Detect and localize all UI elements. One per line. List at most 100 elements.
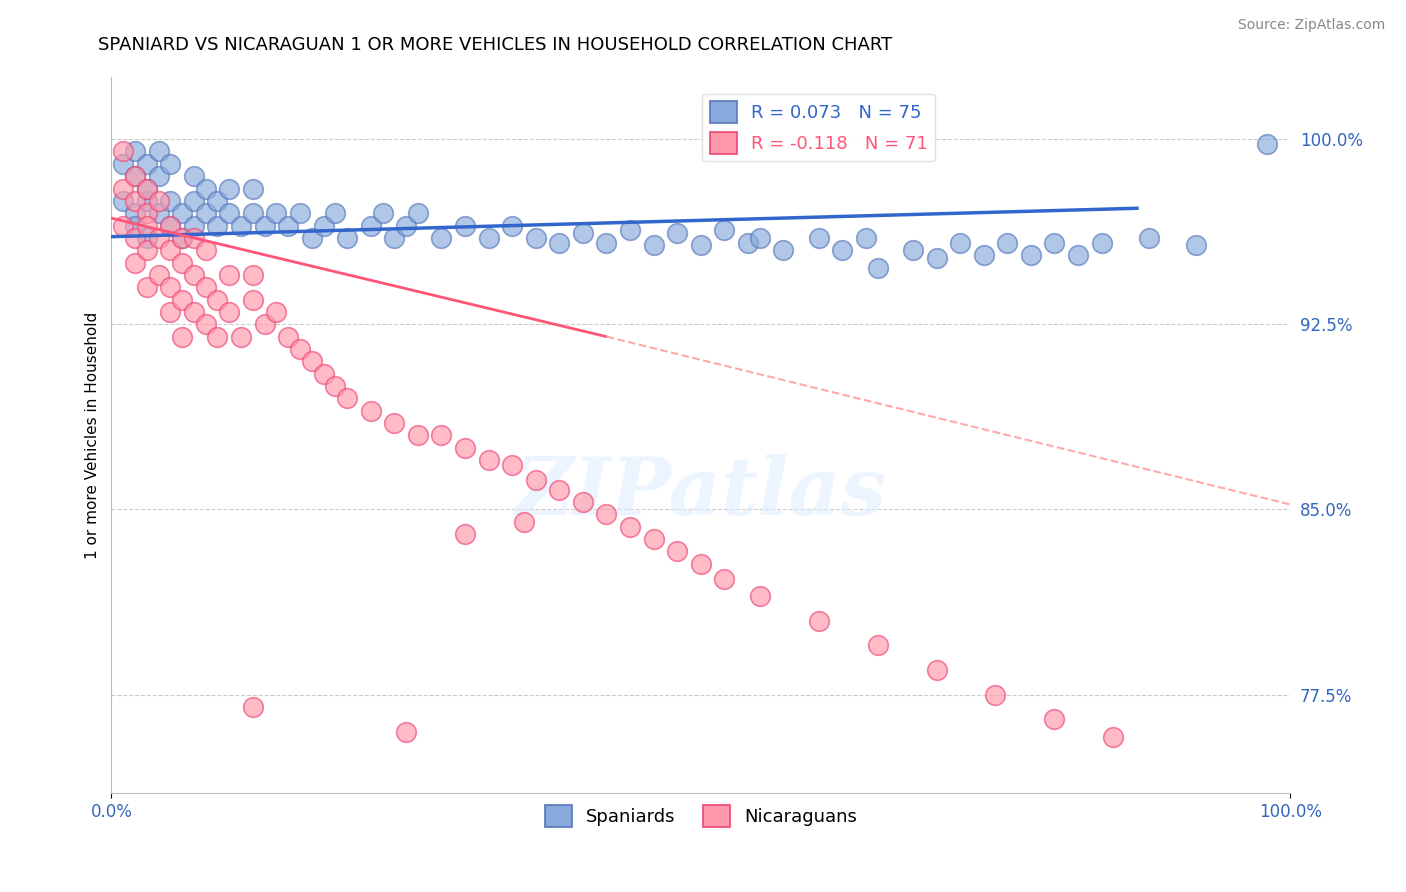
Point xyxy=(524,231,547,245)
Point xyxy=(242,268,264,282)
Point xyxy=(218,268,240,282)
Legend: Spaniards, Nicaraguans: Spaniards, Nicaraguans xyxy=(537,798,865,834)
Point xyxy=(183,219,205,233)
Point xyxy=(371,206,394,220)
Point xyxy=(148,169,170,184)
Point xyxy=(183,231,205,245)
Point xyxy=(207,329,229,343)
Point xyxy=(253,318,276,332)
Point xyxy=(148,268,170,282)
Point xyxy=(159,219,181,233)
Point xyxy=(135,181,157,195)
Point xyxy=(689,557,711,571)
Point xyxy=(194,181,217,195)
Y-axis label: 1 or more Vehicles in Household: 1 or more Vehicles in Household xyxy=(86,312,100,559)
Point xyxy=(406,428,429,442)
Point xyxy=(1185,238,1208,252)
Point xyxy=(266,305,288,319)
Point xyxy=(277,219,299,233)
Point xyxy=(595,508,617,522)
Point xyxy=(112,145,135,159)
Point xyxy=(183,194,205,208)
Point xyxy=(172,329,194,343)
Point xyxy=(395,219,418,233)
Point xyxy=(501,219,523,233)
Point xyxy=(336,392,359,406)
Point xyxy=(454,219,477,233)
Point xyxy=(207,293,229,307)
Point xyxy=(1043,235,1066,250)
Point xyxy=(325,379,347,393)
Point xyxy=(124,194,146,208)
Point xyxy=(172,255,194,269)
Point xyxy=(513,515,536,529)
Point xyxy=(901,244,924,258)
Point xyxy=(172,231,194,245)
Point xyxy=(430,428,453,442)
Point xyxy=(619,223,641,237)
Point xyxy=(229,219,252,233)
Point xyxy=(207,194,229,208)
Point xyxy=(478,453,501,467)
Point xyxy=(548,483,571,497)
Point xyxy=(207,219,229,233)
Point xyxy=(478,231,501,245)
Point xyxy=(112,157,135,171)
Point xyxy=(406,206,429,220)
Point xyxy=(172,231,194,245)
Point xyxy=(312,219,335,233)
Point xyxy=(382,231,405,245)
Point xyxy=(112,219,135,233)
Point xyxy=(124,145,146,159)
Point xyxy=(1256,137,1278,152)
Point xyxy=(737,235,759,250)
Point xyxy=(124,231,146,245)
Point xyxy=(135,194,157,208)
Point xyxy=(172,206,194,220)
Point xyxy=(666,226,689,240)
Point xyxy=(312,367,335,381)
Point xyxy=(772,244,794,258)
Point xyxy=(548,235,571,250)
Point xyxy=(194,206,217,220)
Text: SPANIARD VS NICARAGUAN 1 OR MORE VEHICLES IN HOUSEHOLD CORRELATION CHART: SPANIARD VS NICARAGUAN 1 OR MORE VEHICLE… xyxy=(98,36,893,54)
Point xyxy=(218,206,240,220)
Point xyxy=(229,329,252,343)
Point xyxy=(666,544,689,558)
Point xyxy=(135,244,157,258)
Point xyxy=(949,235,972,250)
Point xyxy=(148,145,170,159)
Point xyxy=(159,280,181,294)
Point xyxy=(148,194,170,208)
Point xyxy=(360,403,382,417)
Point xyxy=(325,206,347,220)
Point xyxy=(925,663,948,677)
Point xyxy=(855,231,877,245)
Point xyxy=(266,206,288,220)
Point xyxy=(242,181,264,195)
Point xyxy=(689,238,711,252)
Point xyxy=(194,318,217,332)
Point xyxy=(124,255,146,269)
Point xyxy=(277,329,299,343)
Point xyxy=(183,169,205,184)
Point xyxy=(194,280,217,294)
Point xyxy=(866,260,889,275)
Point xyxy=(748,231,770,245)
Point xyxy=(395,724,418,739)
Point xyxy=(218,181,240,195)
Point xyxy=(572,226,595,240)
Point xyxy=(135,219,157,233)
Point xyxy=(643,238,665,252)
Point xyxy=(124,206,146,220)
Point xyxy=(148,206,170,220)
Point xyxy=(183,268,205,282)
Point xyxy=(172,293,194,307)
Point xyxy=(995,235,1018,250)
Point xyxy=(288,206,311,220)
Point xyxy=(135,181,157,195)
Point xyxy=(524,473,547,487)
Point xyxy=(866,638,889,652)
Point xyxy=(159,157,181,171)
Point xyxy=(1090,235,1112,250)
